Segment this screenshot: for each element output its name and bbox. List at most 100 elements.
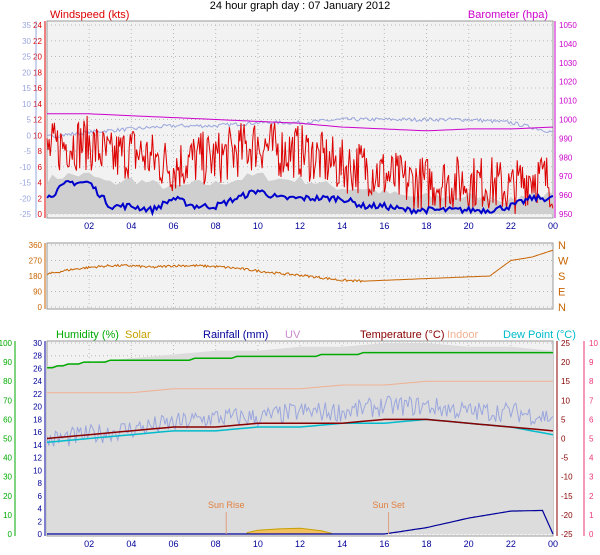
uv-tick: 3 — [589, 473, 594, 482]
temp-outer-tick: -15 — [19, 179, 31, 188]
x-tick-label: 06 — [168, 221, 178, 231]
rain-tick: 12 — [33, 454, 42, 463]
wind-tick: 22 — [33, 37, 42, 46]
wdir-tick: 90 — [33, 288, 42, 297]
wdir-tick: 180 — [29, 272, 43, 281]
uv-tick: 7 — [589, 396, 594, 405]
baro-axis-label: Barometer (hpa) — [468, 9, 548, 21]
rain-tick: 0 — [38, 530, 43, 539]
rain-tick: 18 — [33, 415, 42, 424]
page-title: 24 hour graph day : 07 January 2012 — [210, 0, 390, 12]
wind-tick: 14 — [33, 100, 42, 109]
wind-tick: 18 — [33, 68, 42, 77]
temperature-series — [46, 418, 554, 440]
temp-tick: 20 — [561, 358, 570, 367]
rain-tick: 28 — [33, 352, 42, 361]
humidity-tick: 70 — [3, 396, 12, 405]
legend-humidity: Humidity (%) — [56, 329, 119, 341]
x-tick-label: 22 — [506, 539, 516, 549]
x-tick-label: 20 — [464, 221, 474, 231]
compass-tick: S — [558, 271, 565, 283]
x-tick-label: 20 — [464, 539, 474, 549]
wind-tick: 2 — [38, 194, 43, 203]
temp-tick: -20 — [561, 511, 573, 520]
legend-dew-point: Dew Point (°C) — [503, 329, 576, 341]
humidity-tick: 80 — [3, 377, 12, 386]
x-tick-label: 00 — [548, 221, 558, 231]
temp-outer-tick: 5 — [27, 116, 32, 125]
rain-tick: 4 — [38, 505, 43, 514]
legend-temperature: Temperature (°C) — [360, 329, 444, 341]
baro-series — [47, 113, 554, 132]
temp-outer-tick: -10 — [19, 163, 31, 172]
rain-tick: 14 — [33, 441, 42, 450]
humidity-tick: 10 — [3, 511, 12, 520]
annotation-label: Sun Set — [373, 500, 406, 510]
x-tick-label: 22 — [506, 221, 516, 231]
humidity-tick: 30 — [3, 473, 12, 482]
temp-tick: 25 — [561, 339, 570, 348]
solar-series — [246, 527, 333, 534]
compass-tick: N — [558, 302, 566, 314]
temp-tick: 10 — [561, 396, 570, 405]
baro-tick: 950 — [559, 210, 573, 219]
rain-tick: 30 — [33, 339, 42, 348]
temp-tick: -15 — [561, 492, 573, 501]
rain-tick: 22 — [33, 390, 42, 399]
rain-tick: 8 — [38, 479, 43, 488]
uv-tick: 9 — [589, 358, 594, 367]
wind-tick: 8 — [38, 147, 43, 156]
baro-tick: 960 — [559, 191, 573, 200]
compass-tick: E — [558, 287, 565, 299]
humidity-tick: 50 — [3, 435, 12, 444]
rainfall-series — [47, 509, 554, 535]
legend-indoor: Indoor — [447, 329, 479, 341]
temp-area — [47, 343, 553, 534]
uv-tick: 8 — [589, 377, 594, 386]
temp-outer-tick: 20 — [22, 68, 31, 77]
annotation-label: Sun Rise — [208, 500, 245, 510]
humidity-tick: 0 — [8, 530, 13, 539]
wdir-tick: 360 — [29, 241, 43, 250]
temp-outer-series — [46, 116, 554, 139]
legend-uv: UV — [285, 329, 301, 341]
gust-series — [46, 179, 554, 217]
x-tick-label: 06 — [168, 539, 178, 549]
x-tick-label: 12 — [295, 539, 305, 549]
temp-outer-tick: 35 — [22, 21, 31, 30]
wdir-tick: 0 — [38, 303, 43, 312]
legend-solar: Solar — [125, 329, 151, 341]
humidity-tick: 20 — [3, 492, 12, 501]
baro-tick: 1050 — [559, 21, 577, 30]
x-tick-label: 16 — [379, 221, 389, 231]
x-tick-label: 10 — [253, 221, 263, 231]
baro-tick: 1000 — [559, 116, 577, 125]
temp-outer-tick: 10 — [22, 100, 31, 109]
wind-tick: 6 — [38, 163, 43, 172]
rain-tick: 6 — [38, 492, 43, 501]
wind-tick: 16 — [33, 84, 42, 93]
rain-tick: 20 — [33, 403, 42, 412]
temp-tick: 15 — [561, 377, 570, 386]
compass-tick: W — [558, 256, 569, 268]
x-tick-label: 18 — [421, 539, 431, 549]
rain-tick: 26 — [33, 364, 42, 373]
temp-outer-tick: 30 — [22, 37, 31, 46]
wind-area — [47, 172, 553, 214]
wind-tick: 0 — [38, 210, 43, 219]
wind-tick: 24 — [33, 21, 42, 30]
indoor-series — [47, 380, 553, 394]
temp-tick: -10 — [561, 473, 573, 482]
x-tick-label: 08 — [211, 221, 221, 231]
x-tick-label: 02 — [84, 539, 94, 549]
uv-tick: 0 — [589, 530, 594, 539]
x-tick-label: 00 — [548, 539, 558, 549]
humidity-series — [47, 351, 553, 369]
x-tick-label: 14 — [337, 539, 347, 549]
humidity-tick: 100 — [0, 339, 13, 348]
baro-tick: 970 — [559, 172, 573, 181]
baro-tick: 1030 — [559, 59, 577, 68]
